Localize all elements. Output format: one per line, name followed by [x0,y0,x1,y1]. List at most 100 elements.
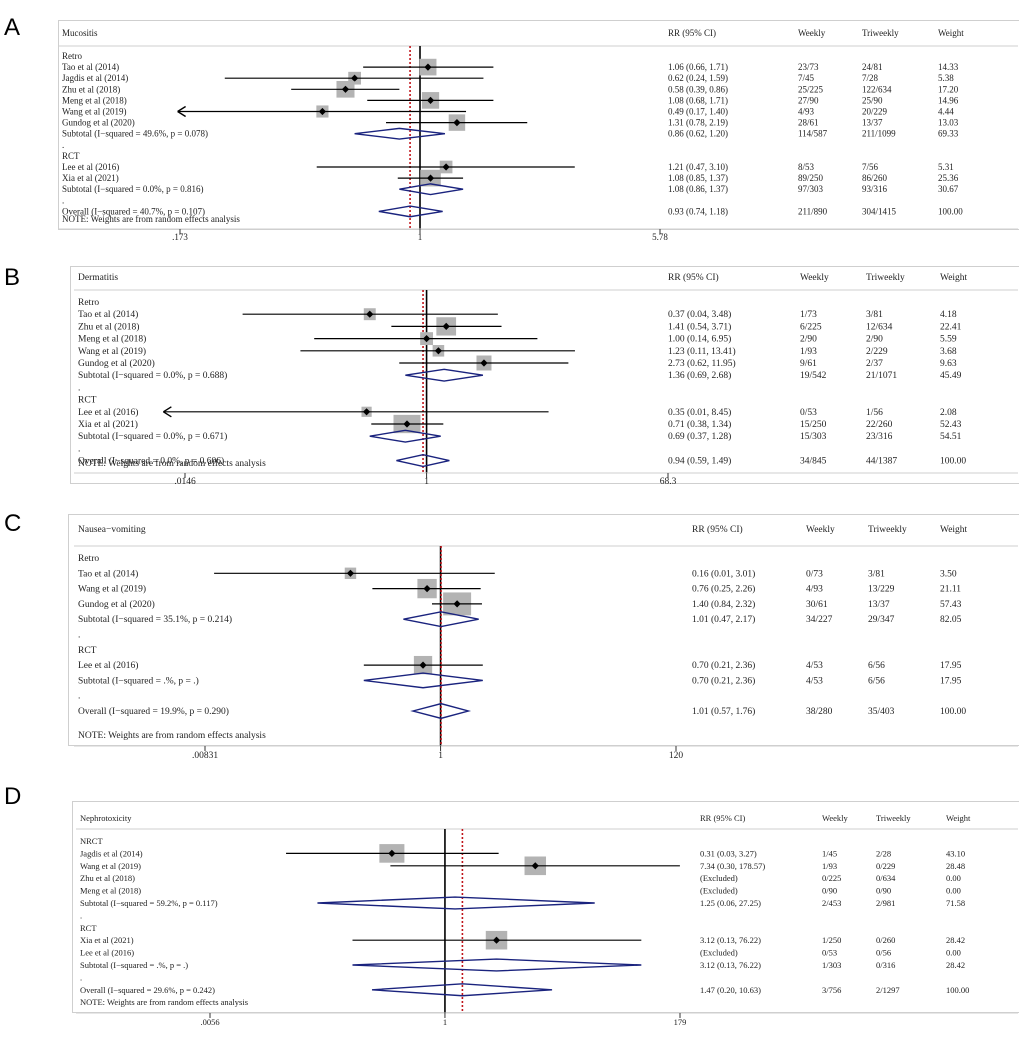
triweekly-events: 0/634 [876,873,896,883]
weight-value: 17.95 [940,661,962,671]
weight-value: 28.42 [946,960,965,970]
ci-arrow [177,105,186,118]
x-tick-label: .00831 [192,751,218,761]
weekly-events: 4/93 [798,107,815,117]
dot-label: . [78,692,80,702]
column-header-weekly: Weekly [800,273,829,283]
study-label: Tao et al (2014) [62,62,119,72]
weekly-events: 0/53 [800,408,817,418]
study-row: Wang et al (2019) 1.23 (0.11, 13.41) 1/93 2… [78,345,957,357]
triweekly-events: 23/316 [866,432,893,442]
weekly-events: 7/45 [798,73,815,83]
dot-label: . [78,444,80,454]
weekly-events: 34/845 [800,457,827,467]
point-estimate [453,119,461,127]
column-header-weight: Weight [940,273,968,283]
weights-note: NOTE: Weights are from random effects an… [80,997,248,1007]
rr-ci-value: 1.01 (0.57, 1.76) [692,706,755,717]
triweekly-events: 20/229 [862,107,888,117]
dot-label: . [78,383,80,393]
study-label: Meng et al (2018) [78,334,146,345]
rr-ci-value: (Excluded) [700,948,738,958]
rr-ci-value: 0.49 (0.17, 1.40) [668,107,728,117]
overall-label: Overall (I−squared = 29.6%, p = 0.242) [80,985,215,995]
weekly-events: 1/45 [822,848,837,858]
weight-value: 43.10 [946,848,965,858]
study-row: Wang et al (2019) 7.34 (0.30, 178.57) 1/93… [80,856,965,876]
group-row: Retro [78,298,99,308]
column-header-rr: RR (95% CI) [692,524,743,535]
study-row: Gundog et al (2020) 2.73 (0.62, 11.95) 9/6… [78,355,957,371]
rr-ci-value: 1.06 (0.66, 1.71) [668,62,728,72]
point-estimate [346,569,355,577]
group-label: RCT [80,923,97,933]
rr-ci-value: 1.23 (0.11, 13.41) [668,346,736,357]
study-row: Xia et al (2021) 3.12 (0.13, 76.22) 1/250 0… [80,930,965,950]
overall-row: Overall (I−squared = 40.7%, p = 0.107) 0.… [62,205,963,218]
column-header-weight: Weight [940,525,968,535]
point-estimate [531,862,539,870]
panel-nausea-vomiting: C Nausea−vomiting RR (95% CI) Weekly Triwee… [0,500,1024,775]
weekly-events: 1/73 [800,310,817,320]
weekly-events: 27/90 [798,95,819,105]
triweekly-events: 12/634 [866,322,893,332]
dot-row: . [62,195,64,205]
point-estimate [388,849,396,857]
weight-value: 3.68 [940,347,957,357]
overall-label: Overall (I−squared = 19.9%, p = 0.290) [78,706,229,717]
study-label: Wang et al (2019) [80,861,141,871]
weight-value: 2.08 [940,408,957,418]
weekly-events: 23/73 [798,62,819,72]
point-estimate [366,310,374,318]
rr-ci-value: 1.08 (0.68, 1.71) [668,95,728,105]
weekly-events: 2/90 [800,335,817,345]
triweekly-events: 7/28 [862,73,879,83]
weights-note: NOTE: Weights are from random effects an… [78,730,266,741]
study-row: Meng et al (2018) 1.00 (0.14, 6.95) 2/90 2/… [78,332,957,346]
weekly-events: 25/225 [798,84,824,94]
study-label: Meng et al (2018) [62,95,127,105]
triweekly-events: 2/229 [866,347,888,357]
weekly-events: 34/227 [806,615,833,625]
group-row: Retro [78,554,99,564]
weight-value: 4.18 [940,310,957,320]
rr-ci-value: 2.73 (0.62, 11.95) [668,358,736,369]
rr-ci-value: 0.16 (0.01, 3.01) [692,568,755,579]
x-tick-label: 1 [443,1017,447,1027]
subtotal-diamond [399,183,464,196]
subtotal-row: Subtotal (I−squared = .%, p = .) 0.70 (0.… [78,672,962,689]
rr-ci-value: 0.93 (0.74, 1.18) [668,206,728,216]
subtotal-label: Subtotal (I−squared = 35.1%, p = 0.214) [78,614,232,625]
group-row: Retro [62,51,82,61]
outcome-title: Nephrotoxicity [80,813,132,823]
ci-arrow [162,406,172,418]
study-label: Lee et al (2016) [78,407,138,418]
triweekly-events: 13/229 [868,585,895,595]
dot-row: . [80,972,82,982]
study-label: Gundog et al (2020) [78,358,155,369]
weekly-events: 2/453 [822,898,841,908]
weekly-events: 6/225 [800,322,822,332]
triweekly-events: 122/634 [862,84,892,94]
subtotal-diamond [369,429,441,443]
point-estimate [426,174,435,182]
triweekly-events: 0/56 [876,948,891,958]
weight-value: 5.31 [938,162,954,172]
triweekly-events: 22/260 [866,420,893,430]
weekly-events: 15/303 [800,432,827,442]
study-label: Gundog et al (2020) [78,599,155,610]
weekly-events: 30/61 [806,600,828,610]
point-estimate [434,347,443,355]
dot-label: . [78,631,80,641]
study-label: Xia et al (2021) [78,419,138,430]
subtotal-diamond [352,958,642,972]
weight-value: 5.59 [940,335,957,345]
x-tick-label: 1 [438,751,443,761]
study-label: Wang et al (2019) [78,346,146,357]
weekly-events: 114/587 [798,129,828,139]
subtotal-label: Subtotal (I−squared = 0.0%, p = 0.671) [78,431,227,442]
rr-ci-value: 1.36 (0.69, 2.68) [668,370,731,381]
rr-ci-value: 1.01 (0.47, 2.17) [692,614,755,625]
triweekly-events: 6/56 [868,676,885,686]
x-tick-label: .0146 [174,477,196,487]
